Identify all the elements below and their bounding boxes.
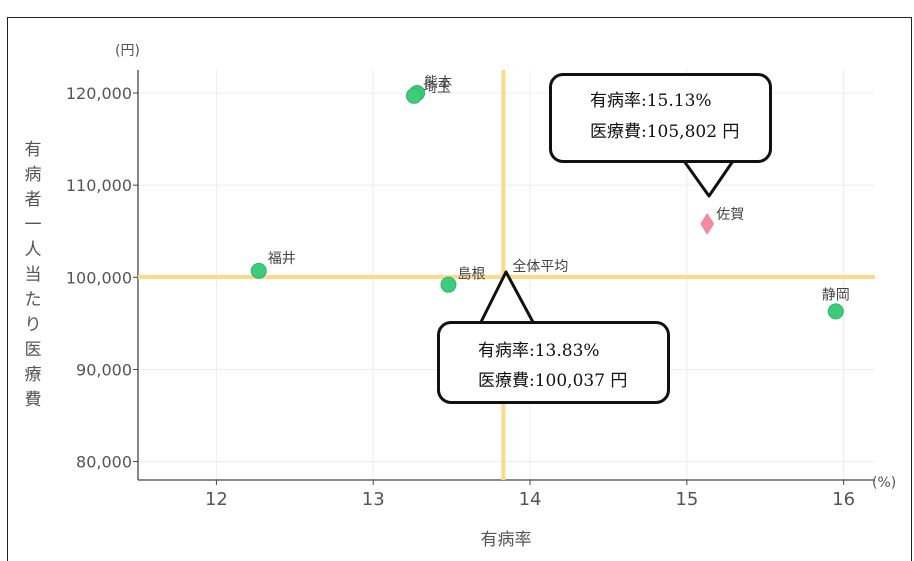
point-label: 静岡 bbox=[822, 287, 850, 303]
point-label: 熊本 bbox=[424, 75, 452, 91]
y-tick-label: 90,000 bbox=[76, 360, 132, 379]
y-axis-title-char: 費 bbox=[24, 390, 42, 410]
y-axis-title-char: 医 bbox=[24, 340, 42, 360]
callout-average: 有病率:13.83% 医療費:100,037 円 bbox=[437, 321, 670, 404]
y-axis-title-char: 人 bbox=[24, 240, 42, 260]
callout-saga-cost: 医療費:105,802 円 bbox=[590, 122, 740, 142]
y-axis-title: 有病者一人当たり医療費 bbox=[22, 138, 44, 413]
x-tick-label: 14 bbox=[519, 489, 542, 510]
y-axis-title-char: 当 bbox=[24, 265, 42, 285]
y-axis-title-char: 一 bbox=[24, 215, 42, 235]
x-tick-label: 15 bbox=[675, 489, 698, 510]
y-axis-title-char: り bbox=[24, 315, 42, 335]
point-label: 福井 bbox=[268, 251, 296, 267]
y-unit-label: (円) bbox=[115, 43, 140, 59]
x-tick-label: 13 bbox=[362, 489, 385, 510]
data-points bbox=[250, 85, 844, 320]
scatter-point bbox=[827, 303, 844, 320]
x-axis-title: 有病率 bbox=[481, 530, 532, 550]
x-unit-label: (%) bbox=[872, 475, 896, 491]
callout-average-cost: 医療費:100,037 円 bbox=[478, 371, 628, 391]
point-label: 島根 bbox=[457, 267, 485, 283]
highlight-point-diamond bbox=[700, 212, 715, 235]
y-tick-label: 80,000 bbox=[76, 453, 132, 472]
y-axis-title-char: 病 bbox=[24, 165, 42, 185]
callout-pointer-saga bbox=[682, 160, 735, 198]
average-label: 全体平均 bbox=[512, 258, 568, 275]
scatter-point bbox=[440, 276, 457, 293]
callout-saga-rate: 有病率:15.13% bbox=[590, 91, 712, 111]
point-label: 埼玉 bbox=[423, 80, 451, 96]
y-axis-title-char: 療 bbox=[24, 365, 42, 385]
scatter-point bbox=[250, 262, 267, 279]
callout-pointer-average bbox=[478, 270, 536, 325]
scatter-point bbox=[405, 87, 422, 104]
axes: 12 13 14 15 16 80,000 90,000 100,000 110,000 120,… bbox=[66, 70, 875, 510]
callout-saga: 有病率:15.13% 医療費:105,802 円 bbox=[549, 73, 772, 163]
y-tick-label: 110,000 bbox=[66, 176, 132, 195]
y-axis-title-char: 有 bbox=[24, 140, 42, 160]
y-axis-title-char: 者 bbox=[24, 190, 42, 210]
x-tick-label: 12 bbox=[205, 489, 228, 510]
highlight-label: 佐賀 bbox=[716, 207, 744, 223]
y-tick-label: 120,000 bbox=[66, 84, 132, 103]
y-axis-title-char: た bbox=[24, 290, 42, 310]
x-tick-label: 16 bbox=[832, 489, 855, 510]
callout-average-rate: 有病率:13.83% bbox=[478, 341, 600, 361]
y-tick-label: 100,000 bbox=[66, 268, 132, 287]
